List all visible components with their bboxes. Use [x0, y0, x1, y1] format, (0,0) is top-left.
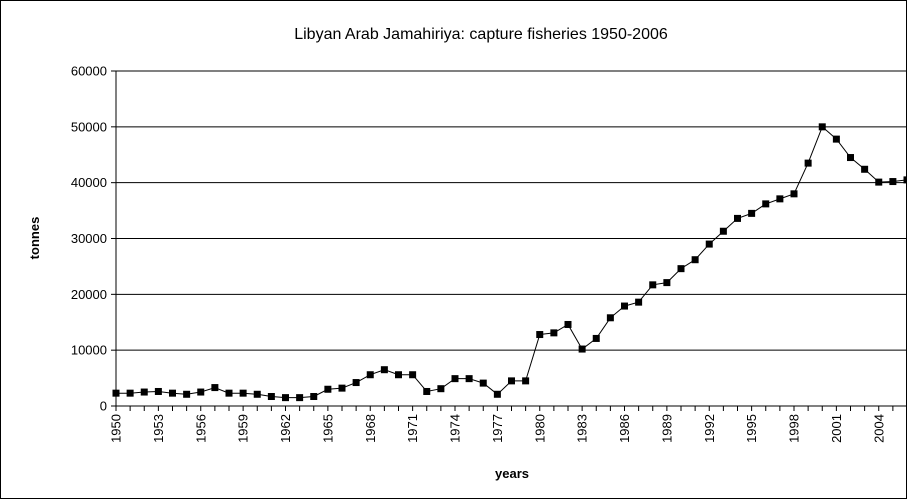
series-line — [116, 125, 907, 399]
data-point-marker — [578, 345, 586, 353]
data-point-marker — [451, 375, 459, 383]
x-tick-label: 1995 — [744, 414, 759, 443]
data-point-marker — [183, 390, 191, 398]
data-point-marker — [705, 240, 713, 248]
data-point-marker — [310, 393, 318, 401]
data-point-marker — [635, 298, 643, 306]
data-point-marker — [719, 227, 727, 235]
data-point-marker — [366, 371, 374, 379]
x-axis-title: years — [495, 466, 529, 481]
y-tick-label: 0 — [100, 399, 107, 414]
y-axis-title: tonnes — [27, 217, 42, 260]
data-point-marker — [592, 334, 600, 342]
y-tick-label: 10000 — [71, 343, 107, 358]
data-point-marker — [832, 135, 840, 143]
data-point-marker — [762, 200, 770, 208]
y-tick-label: 20000 — [71, 287, 107, 302]
x-tick-label: 1977 — [490, 414, 505, 443]
x-tick-label: 1956 — [193, 414, 208, 443]
data-point-marker — [621, 302, 628, 310]
x-tick-label: 1959 — [236, 414, 251, 443]
data-point-marker — [154, 387, 162, 395]
data-point-marker — [338, 384, 346, 392]
x-tick-label: 2004 — [871, 414, 886, 443]
data-point-marker — [776, 195, 784, 203]
data-point-marker — [140, 388, 148, 396]
x-tick-label: 2001 — [829, 414, 844, 443]
data-point-marker — [889, 178, 897, 186]
data-point-marker — [211, 384, 219, 392]
data-point-marker — [282, 394, 289, 402]
data-point-marker — [536, 331, 544, 339]
data-point-marker — [663, 279, 671, 287]
data-point-marker — [804, 159, 812, 167]
data-point-marker — [380, 366, 388, 374]
y-tick-label: 50000 — [71, 119, 107, 134]
data-point-marker — [197, 388, 205, 396]
data-point-marker — [691, 256, 699, 264]
x-tick-label: 1986 — [617, 414, 632, 443]
chart-title: Libyan Arab Jamahiriya: capture fisherie… — [294, 26, 668, 43]
data-point-marker — [267, 393, 275, 401]
data-point-marker — [169, 389, 176, 397]
data-point-marker — [493, 390, 501, 398]
data-point-marker — [847, 154, 854, 162]
data-point-marker — [508, 377, 515, 385]
data-point-marker — [239, 389, 247, 397]
data-point-marker — [790, 190, 798, 198]
data-point-marker — [479, 379, 487, 387]
x-tick-label: 1998 — [787, 414, 802, 443]
data-point-marker — [324, 385, 332, 393]
data-point-marker — [649, 281, 657, 289]
x-tick-label: 1971 — [405, 414, 420, 443]
x-tick-label: 1989 — [659, 414, 674, 443]
x-tick-label: 1965 — [320, 414, 335, 443]
data-point-marker — [748, 209, 756, 217]
data-point-marker — [875, 178, 883, 186]
data-point-marker — [395, 371, 402, 379]
y-tick-label: 40000 — [71, 175, 107, 190]
data-point-marker — [423, 387, 431, 395]
data-point-marker — [677, 265, 685, 273]
data-point-marker — [352, 379, 360, 387]
data-point-marker — [818, 123, 826, 131]
x-tick-label: 1980 — [532, 414, 547, 443]
data-point-marker — [296, 394, 304, 402]
y-tick-label: 60000 — [71, 64, 107, 79]
x-tick-label: 1962 — [278, 414, 293, 443]
data-point-marker — [522, 377, 530, 385]
data-point-marker — [734, 214, 741, 222]
x-tick-label: 1983 — [575, 414, 590, 443]
data-point-marker — [564, 320, 572, 328]
data-point-marker — [465, 375, 473, 383]
x-tick-label: 1992 — [702, 414, 717, 443]
data-point-marker — [253, 390, 261, 398]
data-point-marker — [112, 389, 120, 397]
data-point-marker — [606, 314, 614, 322]
data-point-marker — [225, 389, 233, 397]
data-point-marker — [903, 176, 907, 184]
data-point-marker — [126, 389, 134, 397]
x-tick-label: 1974 — [448, 414, 463, 443]
data-point-marker — [861, 165, 869, 173]
data-point-marker — [550, 329, 558, 337]
x-tick-label: 1953 — [151, 414, 166, 443]
x-tick-label: 1950 — [109, 414, 124, 443]
y-tick-label: 30000 — [71, 231, 107, 246]
x-tick-label: 1968 — [363, 414, 378, 443]
data-point-marker — [437, 385, 445, 393]
data-point-marker — [409, 371, 417, 379]
